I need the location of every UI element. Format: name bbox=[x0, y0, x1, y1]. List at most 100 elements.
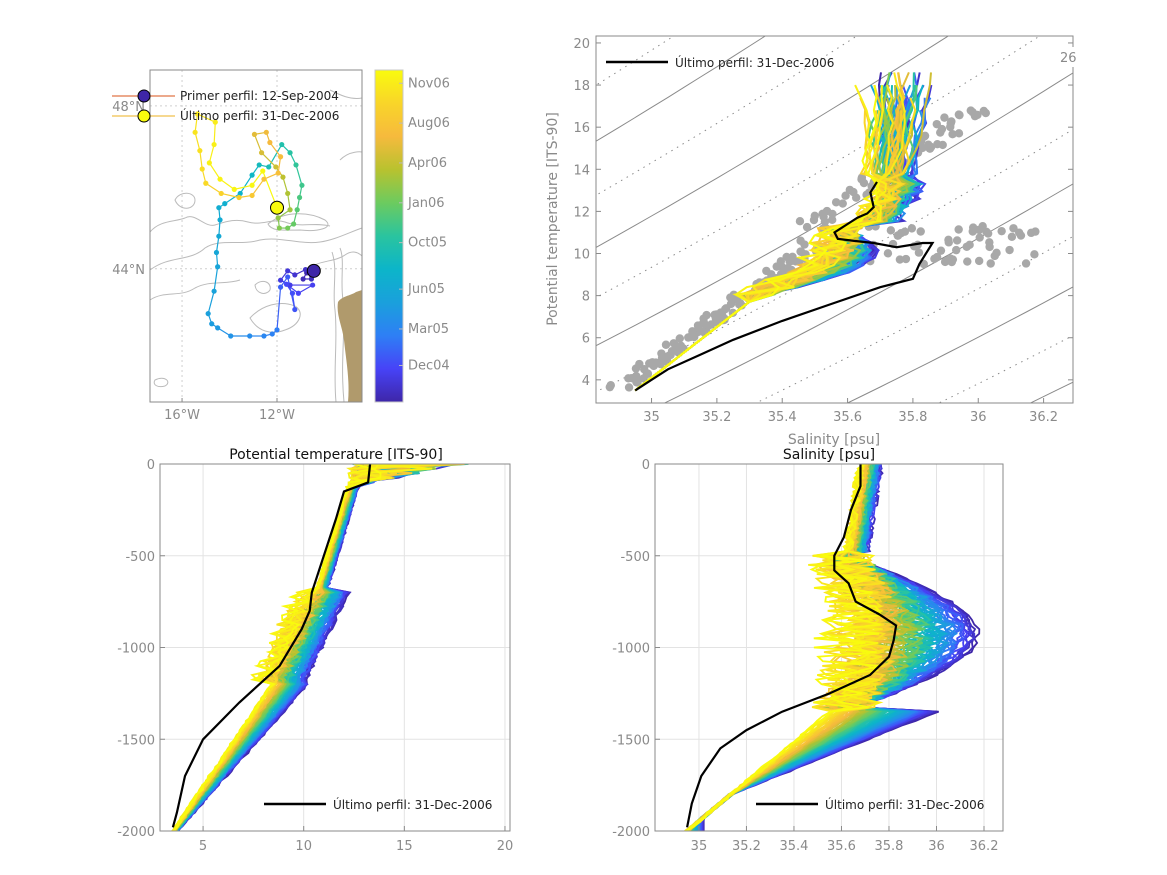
bathy-contour bbox=[149, 227, 363, 271]
historic-dot bbox=[947, 257, 956, 267]
historic-dot bbox=[849, 187, 858, 197]
sp-xtick-label: 36.2 bbox=[970, 839, 999, 854]
track-point bbox=[216, 205, 222, 211]
bathy-contour bbox=[249, 303, 301, 333]
historic-dot bbox=[828, 215, 837, 225]
track-point bbox=[249, 172, 255, 178]
track-segment bbox=[205, 182, 222, 194]
sp-ytick-label: -2000 bbox=[612, 825, 650, 840]
map-legend: Primer perfil: 12-Sep-2004 Último perfil… bbox=[112, 89, 339, 123]
track-point bbox=[236, 194, 242, 201]
sp-title: Salinity [psu] bbox=[783, 447, 875, 463]
historic-dot bbox=[841, 191, 850, 200]
sp-xtick-label: 35.4 bbox=[779, 839, 808, 854]
track-point bbox=[251, 131, 258, 137]
ts-profile-line bbox=[634, 84, 881, 392]
historic-dot bbox=[605, 382, 615, 392]
historic-dot bbox=[1007, 232, 1017, 241]
track-point bbox=[211, 288, 217, 294]
isopycnal-line bbox=[596, 36, 950, 249]
map-xtick-label: 16°W bbox=[164, 408, 200, 423]
track-point bbox=[285, 225, 291, 231]
track-point bbox=[277, 284, 284, 290]
ts-ytick-label: 16 bbox=[573, 121, 590, 136]
track-point bbox=[194, 111, 201, 117]
tp-xtick-label: 5 bbox=[199, 839, 207, 854]
track-point bbox=[217, 176, 223, 182]
sp-ytick-label: -1500 bbox=[612, 733, 650, 748]
historic-dot bbox=[857, 173, 867, 182]
historic-dot bbox=[955, 110, 964, 120]
track-point bbox=[295, 290, 301, 296]
track-point bbox=[266, 164, 272, 170]
tp-ytick-label: -1000 bbox=[117, 642, 155, 657]
ts-xtick-label: 36 bbox=[970, 410, 987, 425]
track-segment bbox=[298, 284, 313, 294]
track-point bbox=[275, 170, 281, 176]
ts-ytick-label: 8 bbox=[582, 290, 590, 305]
colorbar-ticks: Dec04 Mar05 Jun05 Oct05 Jan06 Apr06 Aug06 Nov06 bbox=[399, 76, 450, 373]
historic-dot bbox=[963, 257, 972, 266]
track-segment bbox=[215, 236, 220, 253]
ts-ytick-label: 12 bbox=[573, 205, 590, 220]
ts-profiles bbox=[634, 71, 933, 392]
tp-ticks: 5 10 15 20 0 -500 -1000 -1500 -2000 bbox=[117, 458, 513, 854]
track-point bbox=[217, 217, 223, 223]
tp-grid bbox=[160, 463, 510, 832]
sp-xtick-label: 35.8 bbox=[875, 839, 904, 854]
track-segment bbox=[268, 144, 283, 168]
historic-dot bbox=[974, 256, 984, 266]
track-segment bbox=[224, 192, 241, 205]
historic-dot bbox=[981, 108, 990, 118]
track-segment bbox=[251, 170, 264, 186]
isopycnal-line bbox=[596, 36, 1041, 299]
track-point bbox=[267, 139, 273, 146]
track-segment bbox=[208, 144, 215, 164]
historic-dot bbox=[661, 340, 671, 349]
track-segment bbox=[194, 132, 201, 151]
track-segment bbox=[253, 134, 263, 153]
historic-dot bbox=[686, 332, 695, 342]
colorbar-tick-label: Mar05 bbox=[408, 322, 449, 337]
historic-dot bbox=[1014, 228, 1024, 237]
historic-dot bbox=[883, 249, 893, 258]
historic-dot bbox=[822, 206, 832, 216]
track-point bbox=[277, 277, 284, 283]
temperature-profiles bbox=[171, 464, 469, 831]
track-point bbox=[275, 215, 281, 221]
track-point bbox=[209, 321, 215, 327]
tp-ytick-label: -500 bbox=[125, 550, 155, 565]
historic-dot bbox=[1005, 245, 1014, 255]
track-point bbox=[213, 249, 220, 256]
track-point bbox=[215, 325, 221, 331]
sp-ticks: 35 35.2 35.4 35.6 35.8 36 36.2 0 -500 -1000 -1500 -… bbox=[612, 458, 998, 854]
track-point bbox=[215, 264, 221, 270]
track-point bbox=[206, 160, 212, 166]
ts-xtick-label: 36.2 bbox=[1029, 410, 1058, 425]
track-segment bbox=[287, 193, 291, 210]
historic-dot bbox=[952, 236, 962, 245]
historic-dot bbox=[962, 242, 971, 251]
historic-dot bbox=[986, 259, 995, 268]
salinity-profile-panel: 35 35.2 35.4 35.6 35.8 36 36.2 0 -500 -1000 -1500 -… bbox=[612, 447, 1004, 854]
map-ytick-label: 48°N bbox=[112, 100, 145, 115]
track-point bbox=[292, 306, 298, 313]
track-point bbox=[291, 221, 297, 227]
salinity-last-profile bbox=[686, 464, 898, 828]
track-point bbox=[287, 150, 293, 156]
historic-dot bbox=[997, 226, 1006, 236]
track-segment bbox=[295, 164, 303, 186]
map-frame bbox=[149, 69, 363, 403]
historic-dot bbox=[886, 226, 896, 235]
historic-dot bbox=[657, 353, 667, 362]
track-point bbox=[247, 333, 253, 339]
sp-xtick-label: 35.6 bbox=[827, 839, 856, 854]
tp-title: Potential temperature [ITS-90] bbox=[229, 447, 443, 463]
tp-profile-line bbox=[172, 464, 382, 831]
track-point bbox=[296, 194, 303, 201]
track-point bbox=[212, 119, 218, 125]
track-point bbox=[283, 281, 290, 287]
map-background bbox=[150, 70, 362, 402]
historic-dot bbox=[772, 262, 781, 271]
ts-xtick-label: 35.8 bbox=[898, 410, 927, 425]
